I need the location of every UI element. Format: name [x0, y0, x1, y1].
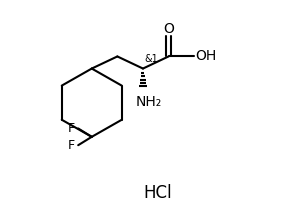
Text: HCl: HCl [144, 184, 172, 202]
Text: &1: &1 [144, 54, 158, 64]
Text: F: F [68, 122, 75, 134]
Text: NH₂: NH₂ [135, 95, 161, 109]
Text: F: F [68, 139, 75, 152]
Text: OH: OH [196, 50, 217, 64]
Text: O: O [163, 22, 174, 36]
